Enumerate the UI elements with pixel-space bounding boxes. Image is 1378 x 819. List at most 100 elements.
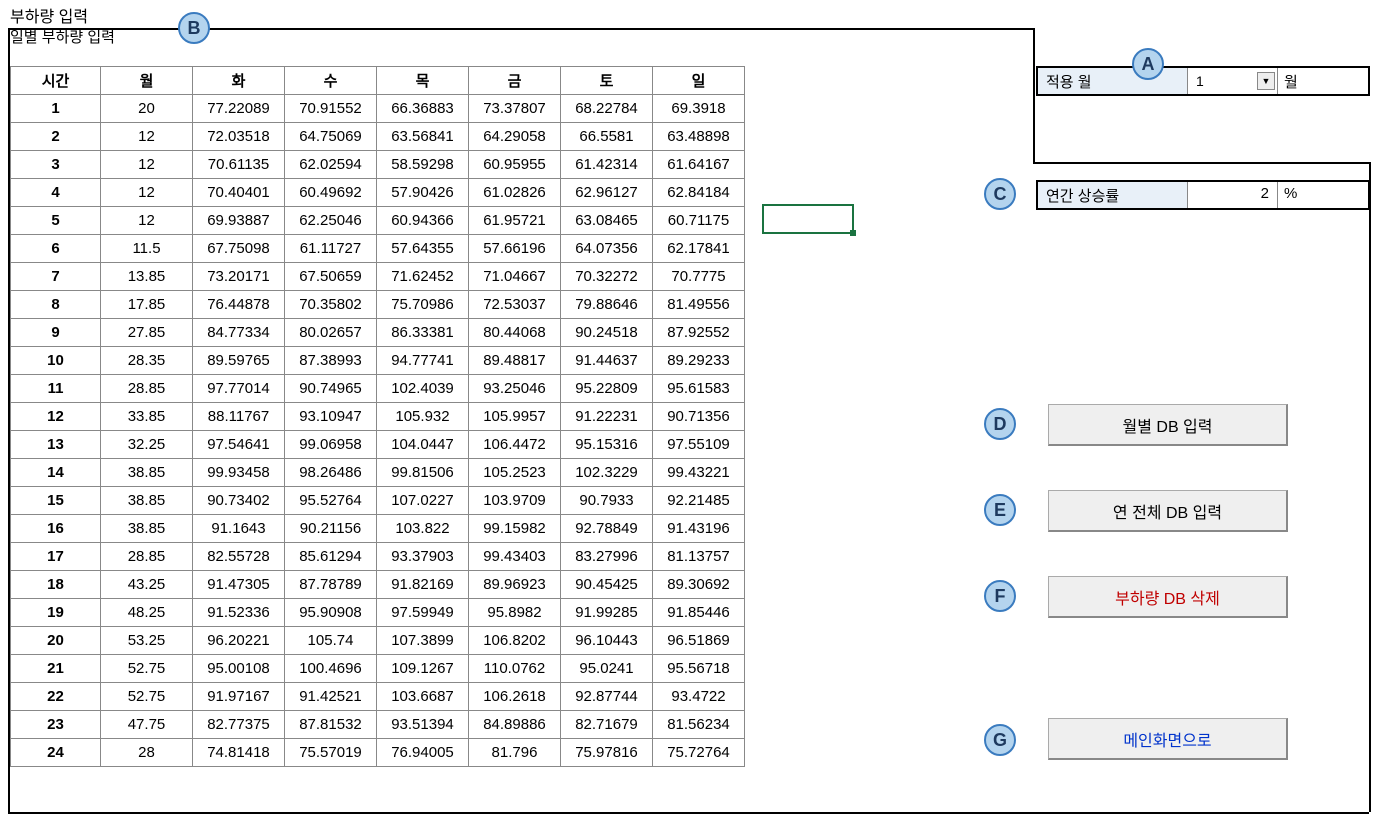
data-cell[interactable]: 61.02826: [469, 179, 561, 207]
data-cell[interactable]: 91.22231: [561, 403, 653, 431]
data-cell[interactable]: 95.52764: [285, 487, 377, 515]
hour-cell[interactable]: 21: [11, 655, 101, 683]
hour-cell[interactable]: 18: [11, 571, 101, 599]
data-cell[interactable]: 92.87744: [561, 683, 653, 711]
data-cell[interactable]: 70.61135: [193, 151, 285, 179]
data-cell[interactable]: 105.9957: [469, 403, 561, 431]
data-cell[interactable]: 71.62452: [377, 263, 469, 291]
data-cell[interactable]: 52.75: [101, 655, 193, 683]
data-cell[interactable]: 57.66196: [469, 235, 561, 263]
data-cell[interactable]: 91.47305: [193, 571, 285, 599]
data-cell[interactable]: 93.37903: [377, 543, 469, 571]
data-cell[interactable]: 60.71175: [653, 207, 745, 235]
data-cell[interactable]: 38.85: [101, 515, 193, 543]
data-cell[interactable]: 83.27996: [561, 543, 653, 571]
data-cell[interactable]: 60.94366: [377, 207, 469, 235]
main-screen-button[interactable]: 메인화면으로: [1048, 718, 1288, 760]
data-cell[interactable]: 95.15316: [561, 431, 653, 459]
data-cell[interactable]: 95.8982: [469, 599, 561, 627]
data-cell[interactable]: 38.85: [101, 487, 193, 515]
hour-cell[interactable]: 2: [11, 123, 101, 151]
data-cell[interactable]: 92.21485: [653, 487, 745, 515]
data-cell[interactable]: 90.45425: [561, 571, 653, 599]
data-cell[interactable]: 90.74965: [285, 375, 377, 403]
data-cell[interactable]: 99.93458: [193, 459, 285, 487]
data-cell[interactable]: 76.94005: [377, 739, 469, 767]
data-cell[interactable]: 97.55109: [653, 431, 745, 459]
data-cell[interactable]: 103.822: [377, 515, 469, 543]
data-cell[interactable]: 73.37807: [469, 95, 561, 123]
yearly-db-button[interactable]: 연 전체 DB 입력: [1048, 490, 1288, 532]
hour-cell[interactable]: 16: [11, 515, 101, 543]
data-cell[interactable]: 69.3918: [653, 95, 745, 123]
data-cell[interactable]: 28.85: [101, 543, 193, 571]
data-cell[interactable]: 52.75: [101, 683, 193, 711]
data-cell[interactable]: 97.77014: [193, 375, 285, 403]
hour-cell[interactable]: 24: [11, 739, 101, 767]
data-cell[interactable]: 66.5581: [561, 123, 653, 151]
data-cell[interactable]: 73.20171: [193, 263, 285, 291]
data-cell[interactable]: 12: [101, 179, 193, 207]
data-cell[interactable]: 62.84184: [653, 179, 745, 207]
hour-cell[interactable]: 1: [11, 95, 101, 123]
data-cell[interactable]: 79.88646: [561, 291, 653, 319]
data-cell[interactable]: 11.5: [101, 235, 193, 263]
apply-month-dropdown[interactable]: 1 ▼: [1188, 68, 1278, 94]
data-cell[interactable]: 64.07356: [561, 235, 653, 263]
data-cell[interactable]: 103.6687: [377, 683, 469, 711]
data-cell[interactable]: 76.44878: [193, 291, 285, 319]
annual-rate-value[interactable]: 2: [1188, 182, 1278, 208]
data-cell[interactable]: 70.40401: [193, 179, 285, 207]
data-cell[interactable]: 91.44637: [561, 347, 653, 375]
data-cell[interactable]: 99.43221: [653, 459, 745, 487]
data-cell[interactable]: 17.85: [101, 291, 193, 319]
data-cell[interactable]: 103.9709: [469, 487, 561, 515]
data-cell[interactable]: 92.78849: [561, 515, 653, 543]
data-cell[interactable]: 82.77375: [193, 711, 285, 739]
data-cell[interactable]: 72.53037: [469, 291, 561, 319]
data-cell[interactable]: 90.21156: [285, 515, 377, 543]
data-cell[interactable]: 89.48817: [469, 347, 561, 375]
data-cell[interactable]: 102.3229: [561, 459, 653, 487]
hour-cell[interactable]: 7: [11, 263, 101, 291]
data-cell[interactable]: 97.54641: [193, 431, 285, 459]
data-cell[interactable]: 90.7933: [561, 487, 653, 515]
data-cell[interactable]: 81.56234: [653, 711, 745, 739]
data-cell[interactable]: 61.42314: [561, 151, 653, 179]
hour-cell[interactable]: 20: [11, 627, 101, 655]
data-cell[interactable]: 84.89886: [469, 711, 561, 739]
hour-cell[interactable]: 3: [11, 151, 101, 179]
hour-cell[interactable]: 4: [11, 179, 101, 207]
data-cell[interactable]: 87.78789: [285, 571, 377, 599]
data-cell[interactable]: 102.4039: [377, 375, 469, 403]
data-cell[interactable]: 88.11767: [193, 403, 285, 431]
hour-cell[interactable]: 6: [11, 235, 101, 263]
data-cell[interactable]: 70.91552: [285, 95, 377, 123]
data-cell[interactable]: 64.75069: [285, 123, 377, 151]
data-cell[interactable]: 93.10947: [285, 403, 377, 431]
hour-cell[interactable]: 9: [11, 319, 101, 347]
data-cell[interactable]: 28: [101, 739, 193, 767]
data-cell[interactable]: 81.49556: [653, 291, 745, 319]
data-cell[interactable]: 63.08465: [561, 207, 653, 235]
data-cell[interactable]: 105.932: [377, 403, 469, 431]
hour-cell[interactable]: 13: [11, 431, 101, 459]
data-cell[interactable]: 77.22089: [193, 95, 285, 123]
data-cell[interactable]: 43.25: [101, 571, 193, 599]
data-cell[interactable]: 93.4722: [653, 683, 745, 711]
data-cell[interactable]: 63.56841: [377, 123, 469, 151]
data-cell[interactable]: 106.4472: [469, 431, 561, 459]
data-cell[interactable]: 106.2618: [469, 683, 561, 711]
data-cell[interactable]: 89.30692: [653, 571, 745, 599]
data-cell[interactable]: 82.55728: [193, 543, 285, 571]
data-cell[interactable]: 57.64355: [377, 235, 469, 263]
data-cell[interactable]: 99.81506: [377, 459, 469, 487]
hour-cell[interactable]: 12: [11, 403, 101, 431]
hour-cell[interactable]: 5: [11, 207, 101, 235]
data-cell[interactable]: 12: [101, 123, 193, 151]
data-cell[interactable]: 109.1267: [377, 655, 469, 683]
data-cell[interactable]: 72.03518: [193, 123, 285, 151]
data-cell[interactable]: 93.51394: [377, 711, 469, 739]
hour-cell[interactable]: 10: [11, 347, 101, 375]
data-cell[interactable]: 67.50659: [285, 263, 377, 291]
